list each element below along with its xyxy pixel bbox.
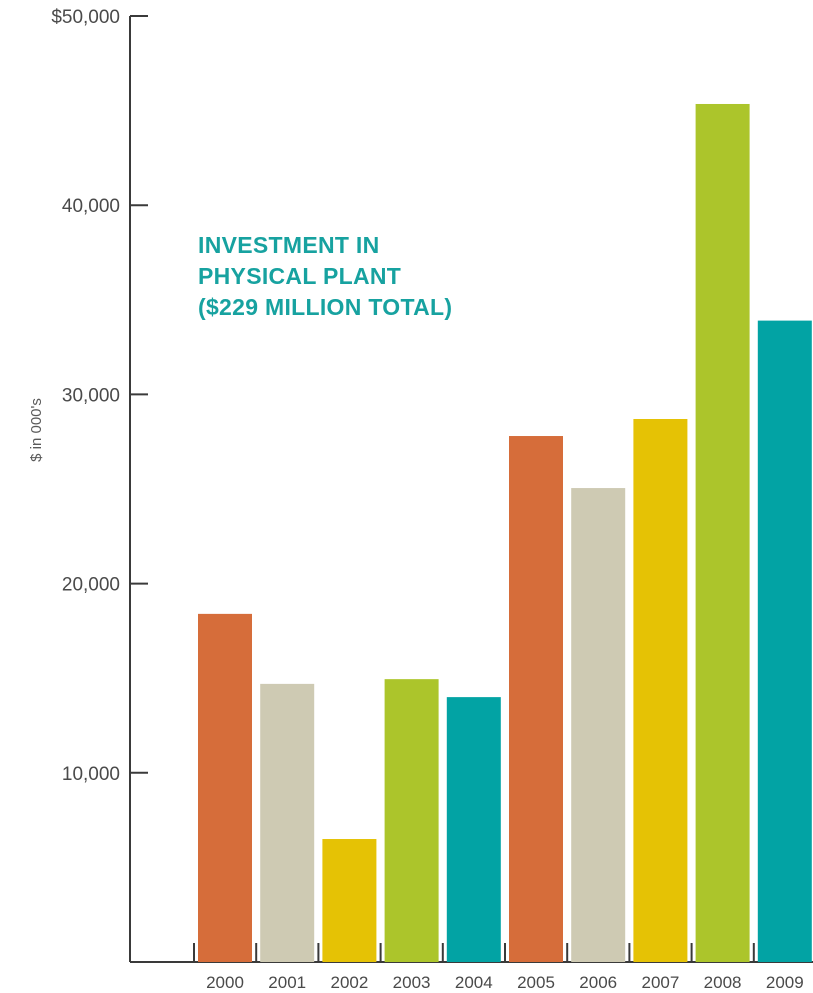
- x-tick-label: 2007: [641, 973, 679, 992]
- x-tick-label: 2009: [766, 973, 804, 992]
- bars: [198, 103, 812, 963]
- bar-2007: [633, 418, 688, 963]
- x-tick-label: 2006: [579, 973, 617, 992]
- chart-title-line-3: ($229 MILLION TOTAL): [198, 294, 453, 320]
- bar-2005: [509, 436, 563, 962]
- y-tick-label: 30,000: [62, 385, 120, 406]
- chart-title: INVESTMENT IN PHYSICAL PLANT ($229 MILLI…: [198, 230, 452, 323]
- labels: 10,000 20,000 30,000 40,000 $50,000 $ in 000'…: [28, 7, 804, 992]
- bar-2008: [695, 103, 750, 962]
- y-axis-label: $ in 000's: [28, 398, 45, 462]
- bar-2006: [571, 488, 626, 962]
- bar-2004: [446, 697, 501, 962]
- bar-2000: [198, 613, 252, 962]
- bar-2009: [757, 320, 812, 962]
- y-tick-label: 40,000: [62, 196, 120, 217]
- bar-2002: [322, 839, 377, 962]
- y-tick-label: 10,000: [62, 764, 120, 785]
- x-tick-label: 2000: [206, 973, 244, 992]
- y-tick-label: 20,000: [62, 575, 120, 596]
- x-tick-label: 2002: [330, 973, 368, 992]
- x-tick-label: 2003: [393, 973, 431, 992]
- bar-2001: [260, 683, 315, 962]
- chart-title-line-2: PHYSICAL PLANT: [198, 263, 402, 289]
- x-tick-label: 2005: [517, 973, 555, 992]
- x-tick-label: 2008: [704, 973, 742, 992]
- x-tick-label: 2004: [455, 973, 493, 992]
- chart-title-line-1: INVESTMENT IN: [198, 232, 380, 258]
- bar-2003: [384, 679, 439, 962]
- x-tick-label: 2001: [268, 973, 306, 992]
- y-tick-label: $50,000: [51, 7, 120, 28]
